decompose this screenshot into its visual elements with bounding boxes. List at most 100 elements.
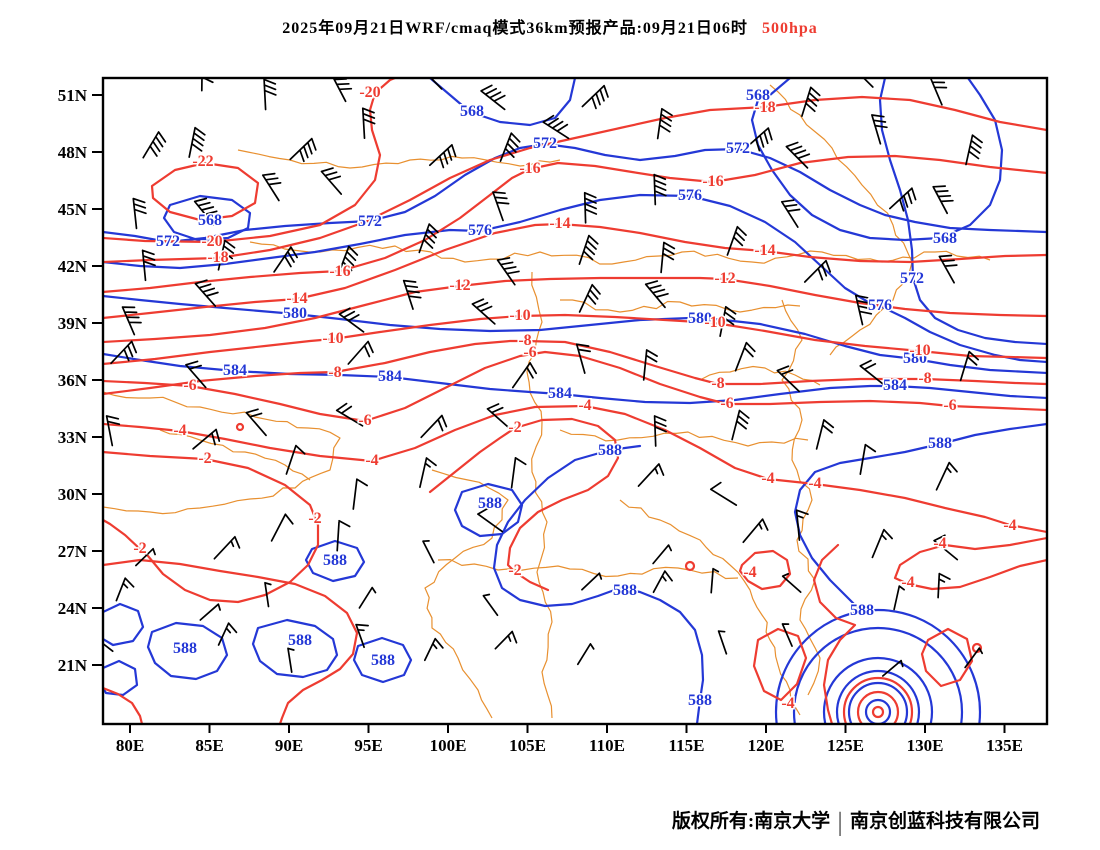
svg-text:584: 584	[548, 385, 572, 402]
svg-text:580: 580	[283, 305, 307, 322]
svg-text:24N: 24N	[58, 599, 88, 618]
svg-text:576: 576	[468, 222, 492, 239]
svg-text:39N: 39N	[58, 314, 88, 333]
svg-text:-2: -2	[133, 540, 146, 557]
svg-text:572: 572	[358, 213, 382, 230]
svg-text:130E: 130E	[907, 736, 944, 755]
svg-text:-6: -6	[943, 397, 956, 414]
svg-text:-22: -22	[192, 153, 213, 170]
svg-text:588: 588	[371, 652, 395, 669]
svg-text:120E: 120E	[748, 736, 785, 755]
svg-text:-4: -4	[743, 564, 756, 581]
svg-text:36N: 36N	[58, 371, 88, 390]
svg-text:33N: 33N	[58, 428, 88, 447]
svg-text:-10: -10	[509, 307, 530, 324]
copyright-company: 南京创蓝科技有限公司	[849, 811, 1040, 832]
svg-text:572: 572	[533, 135, 557, 152]
svg-text:588: 588	[323, 552, 347, 569]
svg-text:588: 588	[688, 692, 712, 709]
svg-text:-6: -6	[358, 412, 371, 429]
svg-text:580: 580	[688, 310, 712, 327]
svg-text:125E: 125E	[827, 736, 864, 755]
svg-text:-4: -4	[761, 470, 774, 487]
svg-text:80E: 80E	[116, 736, 144, 755]
copyright-bar: 版权所有:南京大学 | 南京创蓝科技有限公司	[0, 806, 1040, 837]
svg-text:21N: 21N	[58, 656, 88, 675]
svg-text:-4: -4	[781, 695, 794, 712]
svg-text:568: 568	[933, 230, 957, 247]
svg-text:568: 568	[198, 212, 222, 229]
svg-text:95E: 95E	[354, 736, 382, 755]
svg-text:-6: -6	[523, 344, 536, 361]
svg-text:-4: -4	[365, 452, 378, 469]
svg-text:-16: -16	[519, 160, 540, 177]
svg-text:572: 572	[156, 233, 180, 250]
svg-text:-8: -8	[518, 332, 531, 349]
svg-text:51N: 51N	[58, 86, 88, 105]
divider-bar: |	[838, 808, 842, 838]
svg-text:-4: -4	[578, 397, 591, 414]
svg-text:-2: -2	[508, 419, 521, 436]
svg-text:-4: -4	[901, 574, 914, 591]
svg-text:135E: 135E	[986, 736, 1023, 755]
svg-text:576: 576	[678, 187, 702, 204]
svg-text:-10: -10	[704, 314, 725, 331]
svg-text:85E: 85E	[195, 736, 223, 755]
svg-text:588: 588	[928, 435, 952, 452]
svg-text:30N: 30N	[58, 485, 88, 504]
svg-text:-2: -2	[308, 510, 321, 527]
svg-text:-12: -12	[449, 277, 470, 294]
svg-text:-18: -18	[754, 99, 775, 116]
svg-text:105E: 105E	[509, 736, 546, 755]
svg-text:580: 580	[903, 350, 927, 367]
svg-text:-8: -8	[711, 375, 724, 392]
svg-text:48N: 48N	[58, 143, 88, 162]
svg-text:-18: -18	[207, 249, 228, 266]
svg-text:-20: -20	[201, 233, 222, 250]
svg-text:-4: -4	[1003, 517, 1016, 534]
svg-text:588: 588	[613, 582, 637, 599]
svg-text:-12: -12	[714, 270, 735, 287]
svg-text:110E: 110E	[589, 736, 625, 755]
svg-text:588: 588	[478, 495, 502, 512]
svg-text:-4: -4	[933, 535, 946, 552]
svg-text:-4: -4	[173, 422, 186, 439]
svg-text:-16: -16	[702, 173, 723, 190]
title-text: 2025年09月21日WRF/cmaq模式36km预报产品:09月21日06时	[282, 20, 748, 37]
svg-text:572: 572	[726, 140, 750, 157]
svg-text:568: 568	[746, 87, 770, 104]
svg-text:-4: -4	[808, 475, 821, 492]
svg-text:-14: -14	[286, 290, 307, 307]
svg-text:584: 584	[883, 377, 907, 394]
svg-text:-16: -16	[329, 263, 350, 280]
svg-text:-8: -8	[328, 364, 341, 381]
svg-text:27N: 27N	[58, 542, 88, 561]
svg-text:-20: -20	[359, 84, 380, 101]
chart-title: 2025年09月21日WRF/cmaq模式36km预报产品:09月21日06时 5…	[0, 14, 1100, 38]
copyright-owner: 版权所有:南京大学	[671, 811, 831, 832]
svg-text:-6: -6	[183, 377, 196, 394]
svg-text:-10: -10	[909, 342, 930, 359]
svg-text:-2: -2	[198, 450, 211, 467]
svg-text:-14: -14	[549, 215, 570, 232]
svg-text:568: 568	[460, 103, 484, 120]
svg-text:100E: 100E	[430, 736, 467, 755]
svg-text:576: 576	[868, 297, 892, 314]
svg-text:-2: -2	[508, 562, 521, 579]
svg-text:588: 588	[173, 640, 197, 657]
svg-text:-6: -6	[720, 395, 733, 412]
svg-text:42N: 42N	[58, 257, 88, 276]
svg-text:115E: 115E	[669, 736, 705, 755]
svg-text:45N: 45N	[58, 200, 88, 219]
svg-text:-14: -14	[754, 242, 775, 259]
svg-text:-10: -10	[322, 330, 343, 347]
pressure-level-label: 500hpa	[761, 20, 818, 37]
svg-text:-8: -8	[918, 370, 931, 387]
svg-text:90E: 90E	[275, 736, 303, 755]
svg-text:588: 588	[850, 602, 874, 619]
svg-text:588: 588	[598, 442, 622, 459]
svg-text:584: 584	[378, 368, 402, 385]
